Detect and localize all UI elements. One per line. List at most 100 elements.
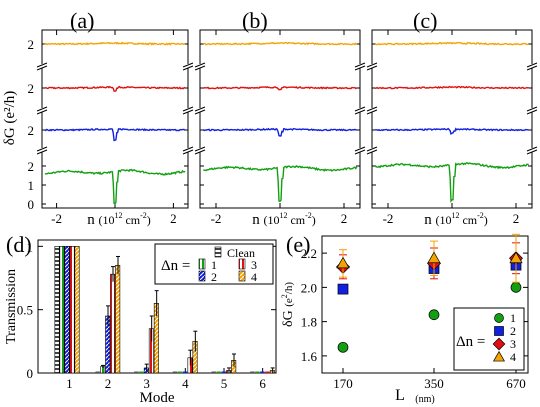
axis-break-mark bbox=[194, 149, 206, 155]
axis-break-gap bbox=[196, 64, 204, 68]
axis-break-mark bbox=[194, 146, 206, 152]
legend-label: 2 bbox=[510, 324, 516, 338]
data-point-triangle bbox=[509, 251, 523, 264]
series-line bbox=[202, 85, 358, 91]
x-axis-label: n (1012 cm-2) bbox=[87, 211, 151, 228]
y-tick-label: 0 bbox=[28, 197, 35, 212]
legend-label: 4 bbox=[251, 270, 257, 284]
panel-d-label: (d) bbox=[6, 232, 32, 257]
data-point-triangle bbox=[492, 350, 506, 362]
x-tick-label: -2 bbox=[211, 211, 222, 226]
data-point-triangle bbox=[336, 256, 350, 269]
top-ylabel: δG (e²/h) bbox=[2, 91, 18, 145]
panel-e-label: (e) bbox=[286, 232, 310, 257]
y-tick-label: 0.5 bbox=[17, 303, 33, 318]
legend-box bbox=[453, 307, 525, 371]
xlabel-close: ) bbox=[484, 213, 488, 227]
axis-break-mark bbox=[182, 62, 194, 68]
axis-break-gap bbox=[528, 64, 536, 68]
axis-break-mark bbox=[526, 62, 538, 68]
series-line bbox=[44, 168, 186, 205]
series-line bbox=[374, 162, 529, 203]
legend-title: Δn = bbox=[456, 334, 485, 350]
xlabel-unit2: cm bbox=[287, 213, 305, 227]
axis-break-gap bbox=[368, 148, 376, 152]
bar bbox=[182, 371, 188, 373]
bar bbox=[64, 246, 70, 374]
x-tick-label: 670 bbox=[506, 376, 526, 391]
bar bbox=[134, 371, 139, 373]
x-tick-label: 3 bbox=[143, 376, 150, 391]
series-line bbox=[203, 41, 358, 46]
xlabel-exp2: -2 bbox=[305, 211, 312, 220]
bar bbox=[211, 371, 216, 373]
axis-break-mark bbox=[36, 106, 48, 112]
y-tick-label: 1 bbox=[28, 178, 35, 193]
top-ylabel-text: δG (e²/h) bbox=[2, 91, 18, 145]
xlabel-exp2: -2 bbox=[140, 211, 147, 220]
legend-label: Clean bbox=[227, 246, 255, 260]
axis-break-gap bbox=[38, 148, 46, 152]
bar bbox=[221, 371, 226, 373]
series-line bbox=[44, 127, 186, 142]
axis-break-mark bbox=[36, 65, 48, 71]
axis-break-mark bbox=[354, 146, 366, 152]
legend-label: 1 bbox=[211, 258, 217, 272]
axis-break-gap bbox=[184, 148, 192, 152]
axis-break-gap bbox=[368, 108, 376, 112]
data-point-circle bbox=[337, 341, 349, 353]
xlabel-close: ) bbox=[312, 213, 316, 227]
axis-break-mark bbox=[36, 149, 48, 155]
y-axis-label: δG (e2/h) bbox=[280, 282, 296, 327]
y-tick-label: 1.6 bbox=[301, 349, 318, 364]
data-point-circle bbox=[428, 309, 440, 321]
plot-frame bbox=[321, 235, 529, 374]
axis-break-gap bbox=[356, 64, 364, 68]
bar bbox=[177, 371, 183, 373]
xlabel-n: n bbox=[424, 212, 435, 228]
legend-label: 4 bbox=[510, 350, 516, 364]
xlabel-n: n bbox=[252, 212, 263, 228]
bar bbox=[172, 371, 178, 373]
x-tick-label: 1 bbox=[66, 376, 73, 391]
legend-swatch bbox=[238, 270, 246, 282]
legend-swatch bbox=[198, 270, 206, 282]
bar bbox=[54, 246, 60, 374]
axis-break-mark bbox=[366, 65, 378, 71]
ylabel-unit2: /h) bbox=[283, 282, 295, 295]
xlabel-unit2: cm bbox=[459, 213, 477, 227]
legend-box bbox=[154, 243, 274, 285]
axis-break-mark bbox=[36, 146, 48, 152]
bar bbox=[255, 371, 260, 373]
data-point-square bbox=[494, 326, 504, 336]
axis-break-gap bbox=[184, 108, 192, 112]
data-point-triangle bbox=[427, 251, 441, 264]
legend-swatch bbox=[238, 258, 246, 270]
series-line bbox=[202, 127, 358, 137]
x-axis-label: L bbox=[395, 387, 405, 404]
axis-break-gap bbox=[528, 148, 536, 152]
axis-break-mark bbox=[526, 149, 538, 155]
y-tick-label: 2.0 bbox=[301, 280, 317, 295]
axis-break-mark bbox=[526, 109, 538, 115]
ylabel-dg: δG bbox=[281, 307, 296, 327]
x-tick-label: 6 bbox=[259, 376, 266, 391]
ylabel-unit: (e bbox=[283, 298, 295, 307]
bar bbox=[74, 246, 80, 374]
axis-break-mark bbox=[354, 149, 366, 155]
series-line bbox=[375, 127, 530, 136]
bar bbox=[110, 273, 116, 374]
data-point-circle bbox=[494, 313, 504, 323]
x-tick-label: 170 bbox=[333, 376, 353, 391]
axis-break-mark bbox=[366, 146, 378, 152]
axis-break-mark bbox=[194, 62, 206, 68]
y-tick-label: 1.8 bbox=[301, 315, 317, 330]
legend-label: 3 bbox=[251, 258, 257, 272]
axis-break-gap bbox=[38, 64, 46, 68]
axis-break-mark bbox=[194, 65, 206, 71]
bar bbox=[216, 371, 221, 373]
xlabel-exp: 12 bbox=[451, 211, 459, 220]
x-tick-label: -2 bbox=[51, 211, 62, 226]
